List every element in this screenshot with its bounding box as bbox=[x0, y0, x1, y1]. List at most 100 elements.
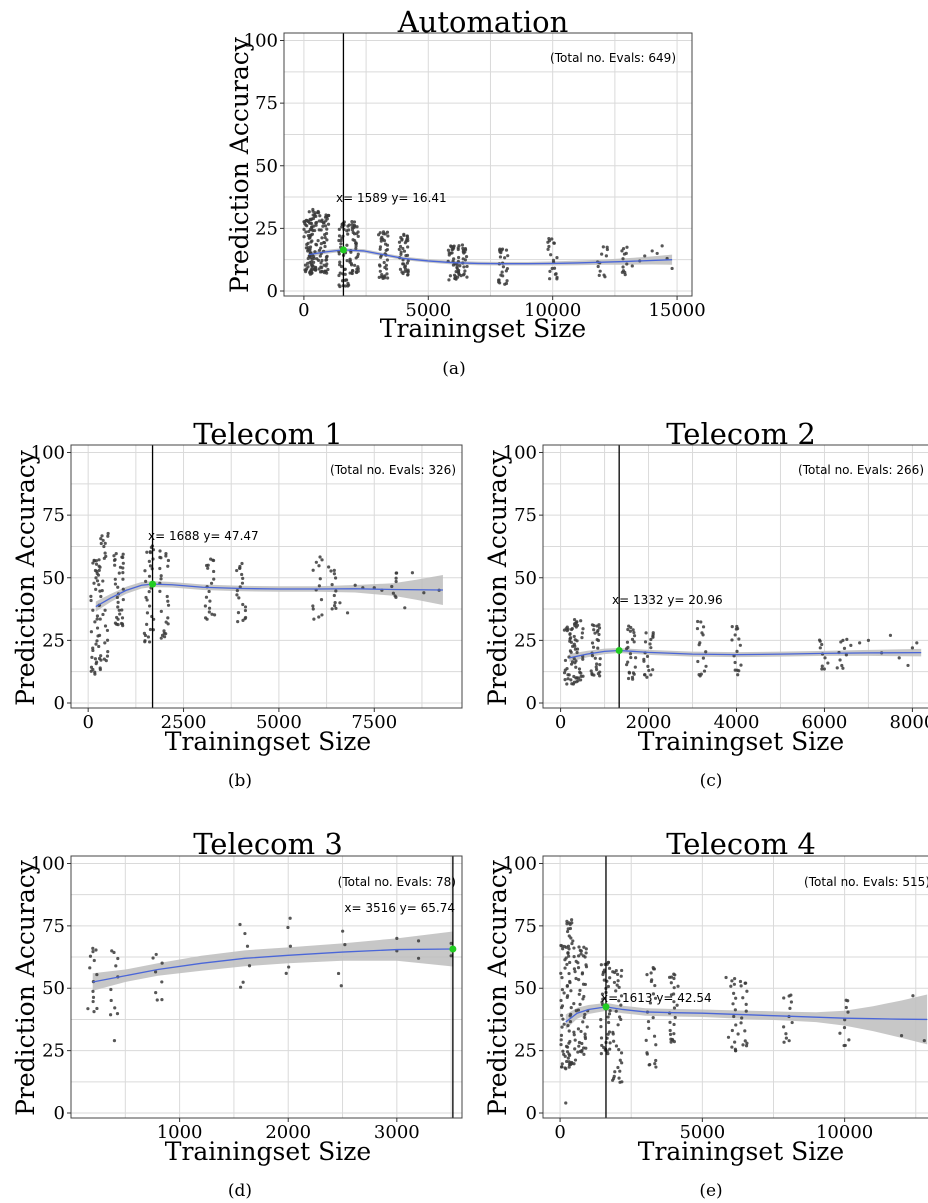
data-point bbox=[98, 666, 102, 670]
data-point bbox=[611, 1030, 615, 1034]
data-point bbox=[570, 921, 574, 925]
data-point bbox=[314, 242, 318, 246]
data-point bbox=[455, 263, 459, 267]
data-point bbox=[314, 265, 318, 269]
optimum-marker bbox=[339, 246, 347, 254]
data-point bbox=[597, 632, 601, 637]
data-point bbox=[820, 664, 824, 668]
data-point bbox=[402, 249, 407, 253]
data-point bbox=[347, 223, 351, 227]
data-point bbox=[162, 629, 166, 633]
data-point bbox=[597, 273, 601, 277]
chart-title: Telecom 3 bbox=[193, 827, 343, 861]
data-point bbox=[733, 668, 737, 672]
data-point bbox=[668, 1028, 672, 1033]
data-point bbox=[307, 210, 311, 214]
data-point bbox=[102, 544, 106, 549]
data-point bbox=[461, 246, 465, 250]
data-point bbox=[112, 1039, 117, 1043]
data-point bbox=[240, 572, 244, 577]
optimum-marker bbox=[449, 945, 457, 953]
data-point bbox=[449, 954, 453, 958]
data-point bbox=[109, 987, 113, 992]
data-point bbox=[649, 971, 653, 975]
data-point bbox=[620, 1080, 624, 1084]
data-point bbox=[386, 276, 390, 280]
data-point bbox=[616, 979, 620, 983]
data-point bbox=[406, 245, 410, 249]
data-point bbox=[406, 259, 410, 263]
scatter-points bbox=[562, 617, 919, 686]
x-tick-label: 2000 bbox=[626, 712, 672, 733]
data-point bbox=[572, 967, 577, 971]
data-point bbox=[655, 251, 659, 256]
plot-border bbox=[70, 444, 463, 709]
data-point bbox=[506, 254, 510, 258]
data-point bbox=[166, 558, 171, 563]
data-point bbox=[98, 617, 102, 621]
data-point bbox=[322, 241, 327, 245]
data-point bbox=[582, 1015, 586, 1019]
data-point bbox=[113, 557, 117, 562]
data-point bbox=[236, 620, 240, 624]
data-point bbox=[612, 1039, 616, 1043]
data-point bbox=[787, 1039, 791, 1043]
data-point bbox=[235, 593, 239, 597]
data-point bbox=[575, 623, 580, 627]
data-point bbox=[820, 642, 824, 647]
data-point bbox=[323, 235, 327, 240]
data-point bbox=[109, 998, 113, 1003]
data-point bbox=[97, 633, 102, 637]
data-point bbox=[399, 235, 403, 240]
data-point bbox=[576, 1008, 581, 1012]
data-point bbox=[555, 255, 559, 260]
data-point bbox=[627, 670, 631, 675]
data-point bbox=[565, 682, 569, 686]
data-point bbox=[580, 636, 584, 640]
data-point bbox=[653, 983, 657, 988]
data-point bbox=[567, 971, 571, 976]
data-point bbox=[243, 615, 248, 620]
plot-background bbox=[284, 33, 692, 296]
data-point bbox=[570, 941, 574, 946]
data-point bbox=[548, 277, 552, 281]
data-point bbox=[567, 954, 571, 958]
data-point bbox=[599, 1052, 603, 1056]
data-point bbox=[160, 998, 164, 1002]
data-point bbox=[164, 620, 168, 624]
data-point bbox=[452, 257, 456, 261]
data-point bbox=[346, 281, 350, 285]
data-point bbox=[790, 1020, 794, 1025]
data-point bbox=[97, 564, 101, 568]
data-point bbox=[567, 934, 571, 938]
y-tick-label: 25 bbox=[42, 1041, 65, 1062]
data-point bbox=[115, 1011, 120, 1016]
plot-area bbox=[562, 617, 922, 686]
data-point bbox=[311, 568, 315, 572]
data-point bbox=[349, 261, 354, 266]
data-point bbox=[416, 939, 421, 943]
data-point bbox=[628, 652, 633, 656]
data-point bbox=[567, 1065, 571, 1069]
data-point bbox=[350, 220, 354, 224]
data-point bbox=[608, 1047, 612, 1051]
data-point bbox=[326, 267, 330, 272]
data-point bbox=[577, 954, 581, 958]
data-point bbox=[212, 613, 217, 617]
data-point bbox=[668, 975, 672, 979]
data-point bbox=[567, 1060, 571, 1064]
data-point bbox=[578, 1002, 582, 1006]
data-point bbox=[160, 980, 164, 984]
data-point bbox=[446, 248, 451, 252]
x-axis-label: Trainingset Size bbox=[165, 1137, 371, 1166]
data-point bbox=[403, 606, 407, 610]
data-point bbox=[325, 227, 329, 231]
data-point bbox=[606, 984, 611, 989]
data-point bbox=[562, 1052, 566, 1056]
data-point bbox=[606, 960, 611, 964]
data-point bbox=[601, 245, 605, 249]
data-point bbox=[112, 950, 116, 955]
data-point bbox=[574, 676, 578, 680]
y-axis-label: Prediction Accuracy bbox=[483, 449, 512, 706]
data-point bbox=[337, 273, 341, 278]
